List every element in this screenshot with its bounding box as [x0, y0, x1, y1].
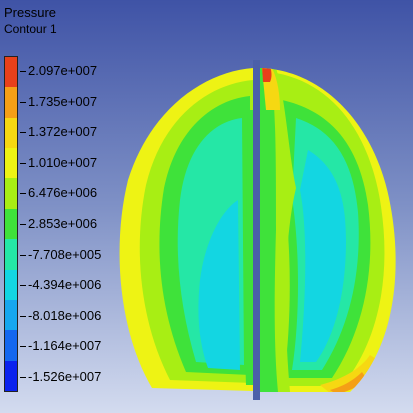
legend-swatch [5, 299, 17, 331]
legend-label: 6.476e+006 [28, 185, 98, 201]
legend-label: -7.708e+005 [28, 246, 102, 262]
legend-tick [20, 193, 26, 195]
legend-tick [20, 315, 26, 317]
legend-tick [20, 254, 26, 256]
legend-label: 1.372e+007 [28, 124, 98, 140]
legend-label: 2.097e+007 [28, 63, 98, 79]
legend-label: 1.735e+007 [28, 93, 98, 109]
legend-color-bar [4, 56, 18, 392]
legend-swatch [5, 148, 17, 179]
legend-tick [20, 132, 26, 134]
legend-tick [20, 224, 26, 225]
legend-swatch [5, 269, 17, 300]
legend-title: Pressure [4, 5, 57, 20]
legend-swatch [5, 87, 17, 118]
legend-tick [20, 101, 26, 103]
legend-label: -4.394e+006 [28, 277, 102, 293]
legend-tick [20, 71, 26, 73]
legend-label: 2.853e+006 [28, 216, 98, 231]
legend-label: -8.018e+006 [28, 307, 102, 323]
legend-swatch [5, 239, 17, 270]
symmetry-gap [253, 60, 260, 400]
legend-tick [20, 162, 26, 164]
legend-swatch [5, 117, 17, 149]
right-contour-half [260, 68, 396, 392]
legend-label: -1.164e+007 [28, 338, 102, 354]
left-contour-half [119, 68, 253, 391]
legend-label: -1.526e+007 [28, 368, 102, 384]
legend-swatch [5, 178, 17, 209]
legend-tick [20, 285, 26, 287]
legend-tick [20, 346, 26, 348]
legend-label: 1.010e+007 [28, 154, 98, 170]
legend-subtitle: Contour 1 [4, 22, 57, 36]
legend-swatch [5, 330, 17, 361]
legend-tick [20, 376, 26, 378]
legend-swatch [5, 360, 17, 391]
legend-swatch [5, 57, 17, 88]
legend-swatch [5, 208, 17, 240]
